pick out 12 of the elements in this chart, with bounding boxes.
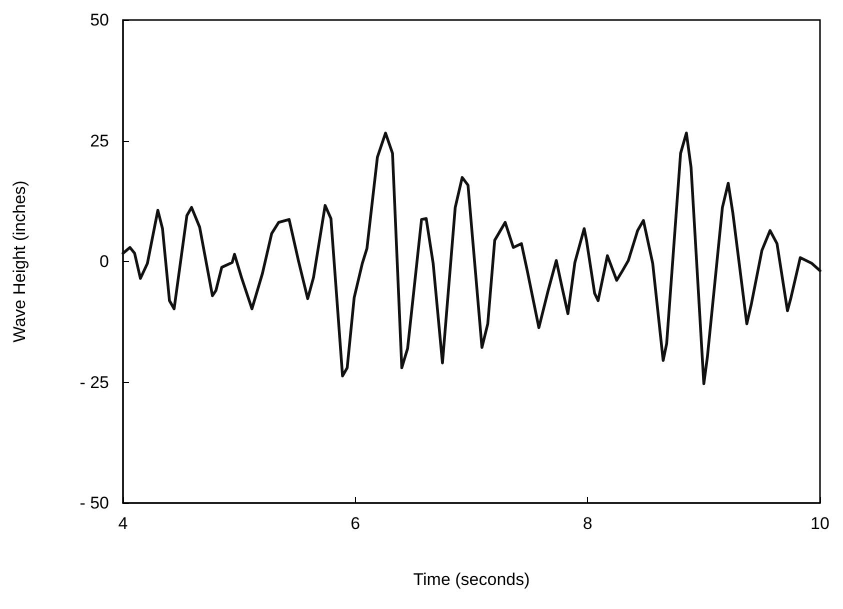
x-axis-title: Time (seconds): [413, 570, 530, 589]
y-tick-label: - 25: [80, 372, 109, 392]
x-tick-label: 8: [582, 514, 592, 533]
x-tick-label: 10: [810, 514, 830, 533]
x-tick-label: 4: [118, 514, 128, 533]
x-tick-label: 6: [350, 514, 360, 533]
y-tick-label: 50: [90, 10, 109, 30]
y-axis-title: Wave Height (inches): [10, 180, 29, 342]
y-tick-label: 0: [100, 252, 109, 271]
line-series: [122, 132, 822, 386]
y-tick-label: 25: [90, 131, 109, 150]
y-tick-label: - 50: [80, 494, 109, 512]
